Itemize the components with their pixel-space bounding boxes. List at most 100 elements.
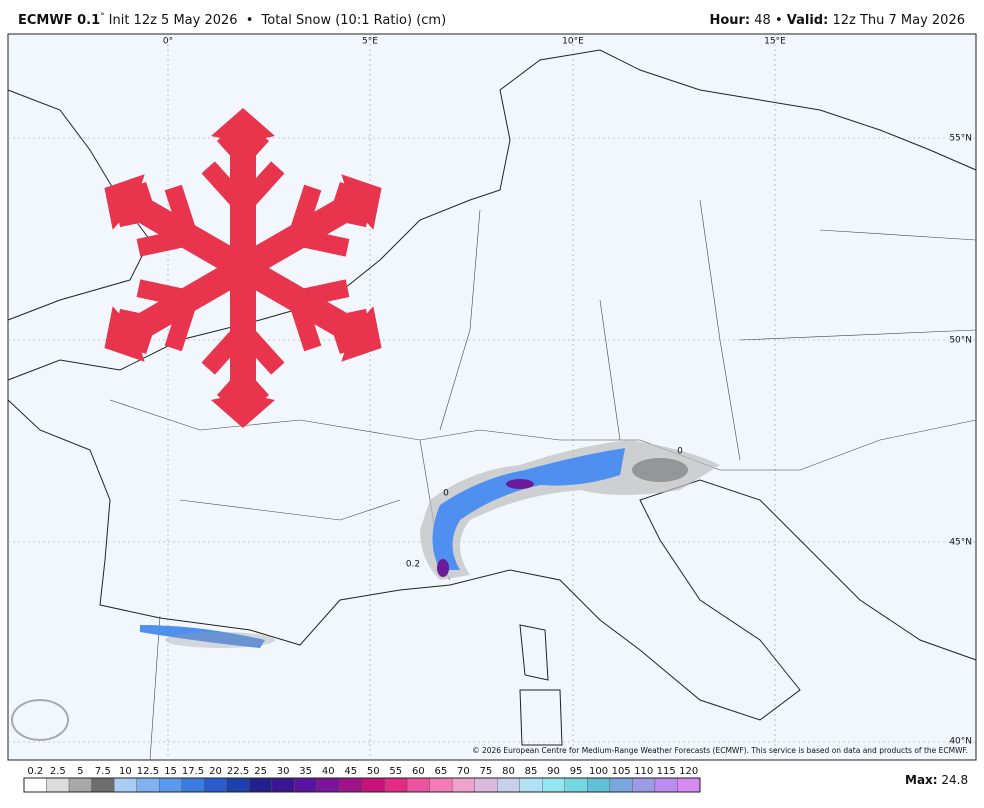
sardinia: [519, 689, 563, 746]
lat-labels: 55°N 50°N 45°N 40°N: [949, 134, 972, 747]
colorbar-swatch: [429, 777, 453, 793]
colorbar-swatch: [497, 777, 520, 793]
product: Total Snow (10:1 Ratio) (cm): [261, 13, 447, 28]
colorbar-label: 95: [570, 766, 583, 777]
lon-label: 15°E: [764, 37, 786, 47]
colorbar-swatch: [91, 777, 115, 793]
header: ECMWF 0.1° Init 12z 5 May 2026 • Total Sn…: [18, 12, 446, 28]
lon-labels: 0° 5°E 10°E 15°E: [163, 37, 786, 47]
watermark: [11, 699, 69, 741]
colorbar-label: 80: [502, 766, 515, 777]
colorbar-label: 120: [679, 766, 698, 777]
colorbar-label: 75: [480, 766, 493, 777]
colorbar-swatch: [226, 777, 250, 793]
lon-label: 5°E: [362, 37, 378, 47]
hour: 48: [754, 13, 771, 28]
colorbar-swatch: [158, 777, 182, 793]
corsica: [519, 624, 549, 681]
colorbar-label: 40: [322, 766, 335, 777]
lat-label: 40°N: [949, 737, 972, 747]
map-frame: [7, 33, 977, 761]
colorbar-swatch: [204, 777, 227, 793]
colorbar-label: 115: [657, 766, 676, 777]
colorbar-swatch: [23, 777, 47, 793]
lat-label: 50°N: [949, 336, 972, 346]
colorbar-swatch: [677, 777, 701, 793]
contour-label: 0: [677, 447, 683, 457]
colorbar-swatch: [451, 777, 475, 793]
colorbar-label: 2.5: [50, 766, 66, 777]
colorbar-label: 60: [412, 766, 425, 777]
colorbar-label: 0.2: [27, 766, 43, 777]
max-value: 24.8: [941, 773, 968, 787]
colorbar-label: 65: [434, 766, 447, 777]
separator: •: [775, 13, 783, 28]
colorbar-swatch: [113, 777, 137, 793]
watermark-logo: [11, 699, 69, 741]
colorbar-label: 55: [389, 766, 402, 777]
colorbar-swatch: [587, 777, 611, 793]
colorbar-swatch: [316, 777, 340, 793]
colorbar-label: 50: [367, 766, 380, 777]
colorbar-swatch: [68, 777, 92, 793]
colorbar-swatch: [384, 777, 408, 793]
colorbar-label: 20: [209, 766, 222, 777]
colorbar-swatch: [339, 777, 363, 793]
colorbar-label: 30: [277, 766, 290, 777]
colorbar-swatch: [564, 777, 588, 793]
colorbar-swatch: [271, 777, 295, 793]
snow-heavy: [506, 479, 534, 489]
land: [7, 49, 977, 761]
colorbar-swatch: [609, 777, 633, 793]
colorbar-label: 100: [589, 766, 608, 777]
lon-label: 10°E: [562, 37, 584, 47]
degree: °: [100, 12, 105, 22]
init: Init 12z 5 May 2026: [109, 13, 238, 28]
colorbar-label: 70: [457, 766, 470, 777]
colorbar: 0.2 2.5 5 7.5 10 12.5 15 17.5 20 22.5 25 30 35 40 45 50…: [23, 766, 701, 793]
snow-moderate: [140, 625, 265, 648]
colorbar-label: 35: [299, 766, 312, 777]
colorbar-label: 7.5: [95, 766, 111, 777]
colorbar-swatch: [249, 777, 273, 793]
colorbar-swatch: [519, 777, 543, 793]
valid-label: Valid:: [787, 13, 829, 28]
colorbar-label: 10: [119, 766, 132, 777]
colorbar-swatch: [406, 777, 430, 793]
graticule: [8, 34, 976, 760]
colorbar-frame: [23, 777, 701, 793]
colorbar-swatch: [294, 777, 318, 793]
contour-label: 0.2: [406, 560, 420, 570]
colorbar-swatch: [361, 777, 385, 793]
coastline: [7, 49, 977, 381]
colorbar-swatch: [136, 777, 160, 793]
colorbar-label: 85: [525, 766, 538, 777]
colorbar-label: 22.5: [227, 766, 249, 777]
colorbar-label: 25: [254, 766, 267, 777]
map: 0° 5°E 10°E 15°E 55°N 50°N 45°N 40°N 0.2…: [7, 33, 977, 761]
model: ECMWF 0.1: [18, 13, 100, 28]
hour-label: Hour:: [709, 13, 750, 28]
snow-moderate: [432, 448, 625, 570]
contour-label: 0: [443, 489, 449, 499]
snow-light: [632, 458, 688, 482]
colorbar-label: 12.5: [137, 766, 159, 777]
valid-header: Hour: 48 • Valid: 12z Thu 7 May 2026: [709, 13, 965, 28]
colorbar-swatch: [654, 777, 678, 793]
copyright: © 2026 European Centre for Medium-Range …: [472, 746, 968, 755]
lat-label: 45°N: [949, 538, 972, 548]
snow-light: [165, 632, 275, 648]
colorbar-label: 105: [612, 766, 631, 777]
colorbar-swatch: [542, 777, 565, 793]
colorbar-label: 15: [164, 766, 177, 777]
snowfall: [140, 440, 720, 648]
valid: 12z Thu 7 May 2026: [832, 13, 965, 28]
max: Max: 24.8: [905, 773, 968, 787]
colorbar-swatch: [632, 777, 656, 793]
colorbar-label: 90: [547, 766, 560, 777]
colorbar-label: 45: [344, 766, 357, 777]
coastline: [7, 399, 977, 721]
snow-heavy: [437, 559, 449, 577]
colorbar-swatch: [46, 777, 70, 793]
